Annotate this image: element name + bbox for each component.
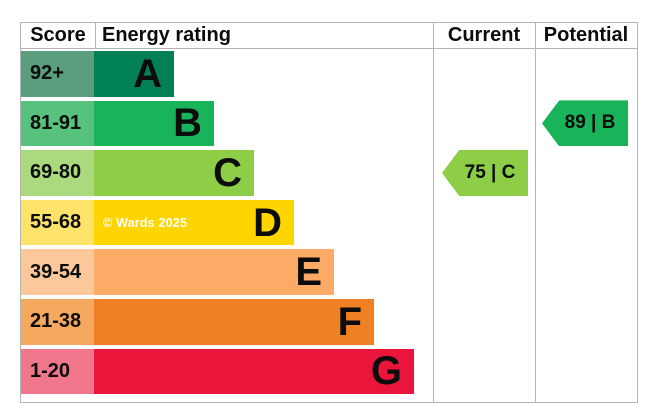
rating-bands: 92+ A 81-91 B 69-80 C 55-68 D 39-54 E 21-38 F 1-20 G [21,49,433,396]
rating-letter-c: C [213,150,242,195]
rating-bar-b: B [94,100,214,147]
header-potential: Potential [543,24,629,46]
score-range-c: 69-80 [21,150,94,196]
rating-letter-a: A [133,51,162,96]
header-current: Current [447,24,521,46]
current-rating-label: 75 | C [464,162,516,183]
band-row-a: 92+ A [21,49,433,99]
band-row-d: 55-68 D [21,198,433,248]
header-score: Score [30,24,86,46]
rating-letter-d: D [253,200,282,245]
band-row-g: 1-20 G [21,347,433,397]
potential-rating-arrow: 89 | B [542,100,628,147]
column-divider-potential [535,23,536,402]
header-energy-rating: Energy rating [102,24,231,46]
rating-bar-g: G [94,348,414,395]
rating-bar-e: E [94,249,334,295]
rating-letter-e: E [295,250,322,295]
band-row-c: 69-80 C [21,148,433,198]
rating-bar-d: D [94,199,294,246]
epc-table: Score Energy rating Current Potential 92… [20,22,638,403]
rating-bar-c: C [94,150,254,196]
table-header: Score Energy rating Current Potential [21,23,637,49]
potential-rating-label: 89 | B [564,112,616,134]
rating-bar-a: A [94,51,174,97]
band-row-b: 81-91 B [21,99,433,149]
score-range-a: 92+ [21,51,94,97]
rating-letter-b: B [173,101,202,146]
score-range-g: 1-20 [21,348,94,395]
rating-bar-f: F [94,298,374,345]
score-range-f: 21-38 [21,298,94,345]
current-rating-arrow: 75 | C [442,150,528,196]
column-divider-current [433,23,434,402]
rating-letter-g: G [370,349,402,394]
score-range-d: 55-68 [21,199,94,246]
score-range-b: 81-91 [21,100,94,147]
column-divider-score [95,23,96,48]
band-row-f: 21-38 F [21,297,433,347]
rating-letter-f: F [337,299,362,344]
score-range-e: 39-54 [21,249,94,295]
band-row-e: 39-54 E [21,247,433,297]
